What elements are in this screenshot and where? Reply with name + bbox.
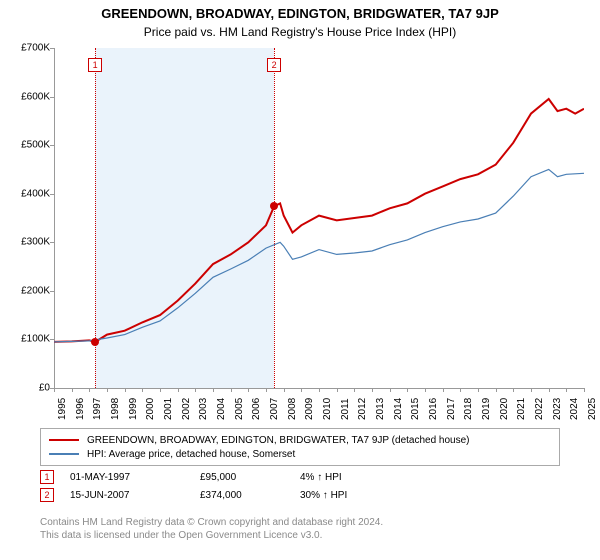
plot-region: 1 2 bbox=[54, 48, 584, 388]
footer-attribution: Contains HM Land Registry data © Crown c… bbox=[40, 516, 383, 542]
data-row-2: 2 15-JUN-2007 £374,000 30% ↑ HPI bbox=[40, 486, 370, 504]
x-tick-label: 2008 bbox=[287, 398, 298, 420]
line-series-svg bbox=[54, 48, 584, 388]
x-tick-label: 1999 bbox=[128, 398, 139, 420]
y-tick-label: £600K bbox=[21, 91, 50, 102]
data-row-1: 1 01-MAY-1997 £95,000 4% ↑ HPI bbox=[40, 468, 370, 486]
x-tick-label: 2020 bbox=[499, 398, 510, 420]
x-tick-label: 2022 bbox=[534, 398, 545, 420]
y-tick-label: £400K bbox=[21, 188, 50, 199]
data-point-2 bbox=[270, 202, 278, 210]
footer-line-1: Contains HM Land Registry data © Crown c… bbox=[40, 516, 383, 529]
up-arrow-icon: ↑ bbox=[317, 472, 322, 483]
y-tick-label: £0 bbox=[39, 383, 50, 394]
data-row-date-1: 01-MAY-1997 bbox=[70, 472, 200, 483]
legend-item-hpi: HPI: Average price, detached house, Some… bbox=[49, 447, 551, 461]
x-tick-label: 2015 bbox=[410, 398, 421, 420]
chart-subtitle: Price paid vs. HM Land Registry's House … bbox=[0, 21, 600, 39]
legend-item-property: GREENDOWN, BROADWAY, EDINGTON, BRIDGWATE… bbox=[49, 433, 551, 447]
x-tick-label: 2002 bbox=[181, 398, 192, 420]
x-tick-label: 2014 bbox=[393, 398, 404, 420]
x-tick-label: 2007 bbox=[269, 398, 280, 420]
x-tick-label: 2011 bbox=[340, 398, 351, 420]
legend-swatch-property bbox=[49, 439, 79, 441]
data-row-date-2: 15-JUN-2007 bbox=[70, 490, 200, 501]
y-tick-label: £200K bbox=[21, 285, 50, 296]
chart-area: 1 2 £0£100K£200K£300K£400K£500K£600K£700… bbox=[54, 48, 584, 388]
up-arrow-icon: ↑ bbox=[323, 490, 328, 501]
x-tick-label: 2017 bbox=[446, 398, 457, 420]
y-tick-label: £300K bbox=[21, 237, 50, 248]
x-tick-label: 2023 bbox=[552, 398, 563, 420]
x-tick-label: 2021 bbox=[516, 398, 527, 420]
data-row-price-1: £95,000 bbox=[200, 472, 300, 483]
y-tick-label: £700K bbox=[21, 43, 50, 54]
data-row-pct-2: 30% ↑ HPI bbox=[300, 490, 370, 501]
x-tick-label: 2001 bbox=[163, 398, 174, 420]
y-tick-label: £100K bbox=[21, 334, 50, 345]
x-tick-label: 1998 bbox=[110, 398, 121, 420]
x-tick-label: 1997 bbox=[92, 398, 103, 420]
chart-title: GREENDOWN, BROADWAY, EDINGTON, BRIDGWATE… bbox=[0, 0, 600, 21]
x-tick-label: 1995 bbox=[57, 398, 68, 420]
x-tick-label: 2012 bbox=[357, 398, 368, 420]
x-tick-label: 2019 bbox=[481, 398, 492, 420]
x-tick-label: 2000 bbox=[145, 398, 156, 420]
x-tick-label: 2004 bbox=[216, 398, 227, 420]
x-tick-label: 2003 bbox=[198, 398, 209, 420]
legend-swatch-hpi bbox=[49, 453, 79, 454]
chart-container: GREENDOWN, BROADWAY, EDINGTON, BRIDGWATE… bbox=[0, 0, 600, 560]
x-tick-label: 2010 bbox=[322, 398, 333, 420]
legend-label-hpi: HPI: Average price, detached house, Some… bbox=[87, 449, 295, 460]
data-row-marker-2: 2 bbox=[40, 488, 54, 502]
data-row-price-2: £374,000 bbox=[200, 490, 300, 501]
data-point-1 bbox=[91, 338, 99, 346]
marker-box-1: 1 bbox=[88, 58, 102, 72]
x-tick-label: 2025 bbox=[587, 398, 598, 420]
data-row-pct-1: 4% ↑ HPI bbox=[300, 472, 370, 483]
y-tick-label: £500K bbox=[21, 140, 50, 151]
x-tick-label: 2013 bbox=[375, 398, 386, 420]
x-tick-label: 1996 bbox=[75, 398, 86, 420]
x-tick-label: 2018 bbox=[463, 398, 474, 420]
x-tick-label: 2016 bbox=[428, 398, 439, 420]
marker-box-2: 2 bbox=[267, 58, 281, 72]
footer-line-2: This data is licensed under the Open Gov… bbox=[40, 529, 383, 542]
x-tick-label: 2006 bbox=[251, 398, 262, 420]
x-tick-label: 2024 bbox=[569, 398, 580, 420]
legend: GREENDOWN, BROADWAY, EDINGTON, BRIDGWATE… bbox=[40, 428, 560, 466]
x-tick-label: 2005 bbox=[234, 398, 245, 420]
legend-label-property: GREENDOWN, BROADWAY, EDINGTON, BRIDGWATE… bbox=[87, 435, 470, 446]
x-tick-label: 2009 bbox=[304, 398, 315, 420]
data-row-marker-1: 1 bbox=[40, 470, 54, 484]
data-rows: 1 01-MAY-1997 £95,000 4% ↑ HPI 2 15-JUN-… bbox=[40, 468, 370, 504]
